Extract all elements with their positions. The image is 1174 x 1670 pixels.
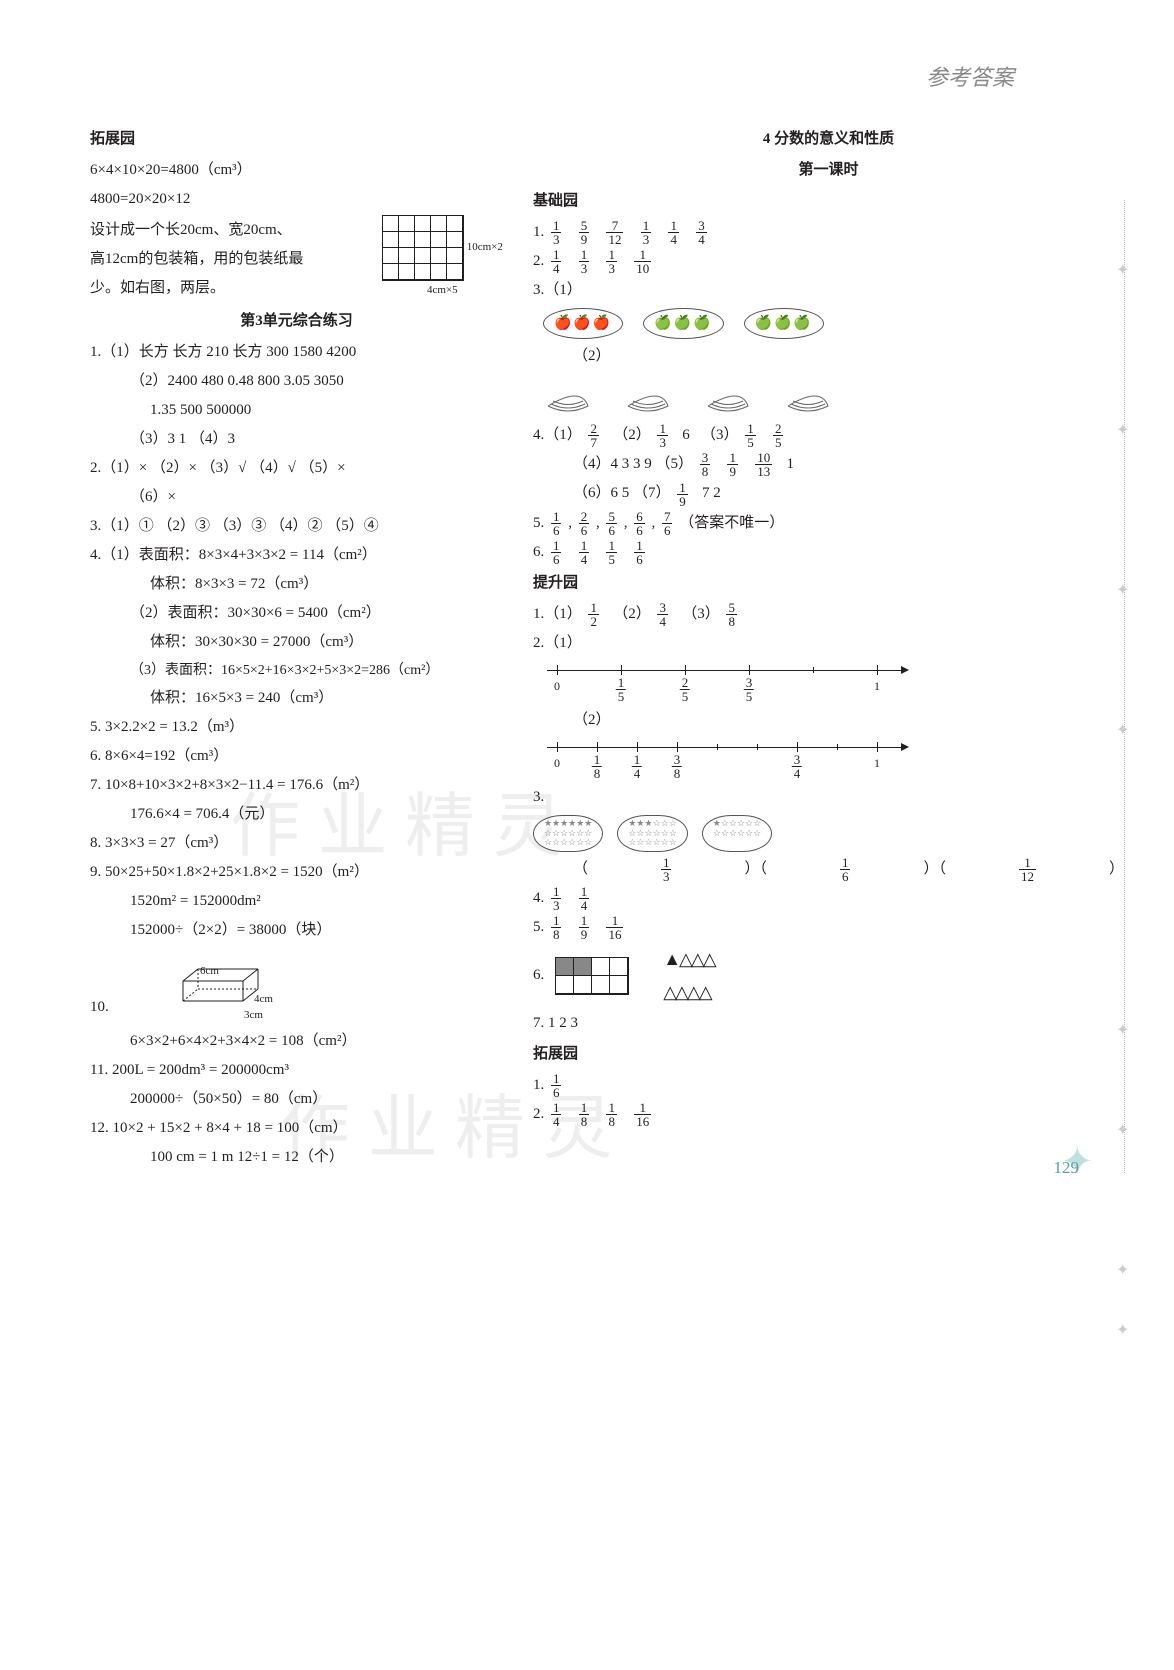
chapter-title: 4 分数的意义和性质 xyxy=(533,126,1124,153)
fraction-row: 2. 14 13 13 110 xyxy=(533,248,1124,275)
page-number: 129 xyxy=(1054,1158,1080,1178)
label: （3） xyxy=(701,427,739,443)
text-line: 2.（1）× （2）× （3）√ （4）√ （5）× xyxy=(90,455,503,482)
fraction-row: 2. 14 18 18 116 xyxy=(533,1101,1124,1128)
dim-label: 10cm×2 xyxy=(467,238,503,258)
text-line: 7. 1 2 3 xyxy=(533,1010,1124,1037)
text-line: 12. 10×2 + 15×2 + 8×4 + 18 = 100（cm） xyxy=(90,1115,503,1142)
numberline-2: 0181438341 xyxy=(547,739,907,779)
prefix: 1. xyxy=(533,224,548,240)
text-line: 8. 3×3×3 = 27（cm³） xyxy=(90,830,503,857)
section-unit3: 第3单元综合练习 xyxy=(90,308,503,335)
text-line: 9. 50×25+50×1.8×2+25×1.8×2 = 1520（m²） xyxy=(90,859,503,886)
text-line: 体积：30×30×30 = 27000（cm³） xyxy=(90,629,503,656)
text-line: （2） xyxy=(533,343,1124,370)
bananas-diagram xyxy=(543,376,1124,416)
value: 7 2 xyxy=(702,485,721,501)
text-line: 2.（1） xyxy=(533,630,1124,657)
fraction-row: 1.（1） 12 （2） 34 （3） 58 xyxy=(533,601,1124,628)
text-line: （6）× xyxy=(90,484,503,511)
text-line: 3.（1） xyxy=(533,277,1124,304)
text-line: 3.（1）① （2）③ （3）③ （4）② （5）④ xyxy=(90,513,503,540)
prefix: 1.（1） xyxy=(533,606,582,622)
right-column: 4 分数的意义和性质 第一课时 基础园 1. 13 59 712 13 14 3… xyxy=(533,122,1124,1173)
numberline-1: 01525351 xyxy=(547,662,907,702)
fraction-row: 5. 18 19 116 xyxy=(533,914,1124,941)
text-line: 200000÷（50×50）= 80（cm） xyxy=(90,1086,503,1113)
section-tisheng: 提升园 xyxy=(533,570,1124,597)
cuboid-diagram xyxy=(173,951,283,1021)
text-line: 100 cm = 1 m 12÷1 = 12（个） xyxy=(90,1144,503,1171)
prefix: 6. xyxy=(533,967,544,983)
left-column: 拓展园 6×4×10×20=4800（cm³） 4800=20×20×12 设计… xyxy=(90,122,503,1173)
text-line: 6. 8×6×4=192（cm³） xyxy=(90,743,503,770)
label: （2） xyxy=(613,427,651,443)
text-line: 1520m² = 152000dm² xyxy=(90,888,503,915)
prefix: 4. xyxy=(533,890,548,906)
q10-label: 10. xyxy=(90,999,109,1015)
prefix: 4.（1） xyxy=(533,427,582,443)
section-jichu: 基础园 xyxy=(533,188,1124,215)
prefix: 2. xyxy=(533,253,548,269)
fraction-labels: （13）（16）（112） xyxy=(533,856,1124,883)
fraction-row: 1. 16 xyxy=(533,1072,1124,1099)
label: （6）6 5 （7） xyxy=(573,485,671,501)
text-line: 5. 3×2.2×2 = 13.2（m³） xyxy=(90,714,503,741)
apples-diagram: 🍎🍎🍎 🍏🍏🍏 🍏🍏🍏 xyxy=(543,308,1124,339)
box-grid-diagram: 10cm×2 4cm×5 xyxy=(382,215,503,301)
fraction-row: （4）4 3 3 9 （5） 38 19 1013 1 xyxy=(533,451,1124,478)
text-line: 176.6×4 = 706.4（元） xyxy=(90,801,503,828)
text-line: 体积：8×3×3 = 72（cm³） xyxy=(90,571,503,598)
text-line: （3）表面积：16×5×2+16×3×2+5×3×2=286（cm²） xyxy=(90,658,503,683)
text-line: 1.（1）长方 长方 210 长方 300 1580 4200 xyxy=(90,339,503,366)
text-line: （2）表面积：30×30×6 = 5400（cm²） xyxy=(90,600,503,627)
prefix: 5. xyxy=(533,515,548,531)
section-tuozhan: 拓展园 xyxy=(90,126,503,153)
text-line: 设计成一个长20cm、宽20cm、 xyxy=(90,217,372,244)
fraction-row: （6）6 5 （7） 19 7 2 xyxy=(533,480,1124,507)
text-line: 11. 200L = 200dm³ = 200000cm³ xyxy=(90,1057,503,1084)
text-line: 6×4×10×20=4800（cm³） xyxy=(90,157,503,184)
text-line: 3. xyxy=(533,784,1124,811)
text-line: 1.35 500 500000 xyxy=(90,397,503,424)
star-ovals: ★★★★★★☆☆☆☆☆☆☆☆☆☆☆☆ ★★★☆☆☆☆☆☆☆☆☆☆☆☆☆☆☆ ★☆… xyxy=(533,815,1124,853)
text-line: 10. xyxy=(90,946,503,1026)
prefix: 2. xyxy=(533,1106,548,1122)
text-line: 体积：16×5×3 = 240（cm³） xyxy=(90,685,503,712)
prefix: 5. xyxy=(533,919,548,935)
page-header: 参考答案 xyxy=(90,60,1124,92)
prefix: 1. xyxy=(533,1077,548,1093)
side-decoration: ✦ ✦ ✦ ✦ ✦ ✦ ✦ ✦ xyxy=(1104,200,1144,1173)
dim-label: 6cm xyxy=(200,962,219,982)
section-tuozhan2: 拓展园 xyxy=(533,1041,1124,1068)
shaded-grid-row: 6. ▲△△△△△△△ xyxy=(533,943,1124,1008)
fraction-row: 6. 16 14 15 16 xyxy=(533,539,1124,566)
text-line: （3）3 1 （4）3 xyxy=(90,426,503,453)
text-line: 6×3×2+6×4×2+3×4×2 = 108（cm²） xyxy=(90,1028,503,1055)
dim-label: 4cm×5 xyxy=(382,281,503,301)
shade-grid xyxy=(555,957,629,995)
fraction-row: 4.（1） 27 （2） 13 6 （3） 15 25 xyxy=(533,422,1124,449)
value: 6 xyxy=(682,427,690,443)
text-line: 高12cm的包装箱，用的包装纸最 xyxy=(90,246,372,273)
lesson-title: 第一课时 xyxy=(533,157,1124,184)
fraction-row: 4. 13 14 xyxy=(533,885,1124,912)
text-line: （2） xyxy=(533,707,1124,734)
text-line: 少。如右图，两层。 xyxy=(90,275,372,302)
text-line: 152000÷（2×2）= 38000（块） xyxy=(90,917,503,944)
note: （答案不唯一） xyxy=(679,515,784,531)
triangles: ▲△△△△△△△ xyxy=(663,943,714,1008)
text-line: 4800=20×20×12 xyxy=(90,186,503,213)
label: （4）4 3 3 9 （5） xyxy=(573,456,693,472)
text-line: 7. 10×8+10×3×2+8×3×2−11.4 = 176.6（m²） xyxy=(90,772,503,799)
prefix: 6. xyxy=(533,544,548,560)
fraction-row: 5. 16 , 26 , 56 , 66 , 76 （答案不唯一） xyxy=(533,510,1124,537)
text-line: 4.（1）表面积：8×3×4+3×3×2 = 114（cm²） xyxy=(90,542,503,569)
value: 1 xyxy=(786,456,794,472)
dim-label: 3cm xyxy=(244,1006,263,1026)
fraction-row: 1. 13 59 712 13 14 34 xyxy=(533,219,1124,246)
text-line: （2）2400 480 0.48 800 3.05 3050 xyxy=(90,368,503,395)
label: （2） xyxy=(613,606,651,622)
label: （3） xyxy=(682,606,720,622)
